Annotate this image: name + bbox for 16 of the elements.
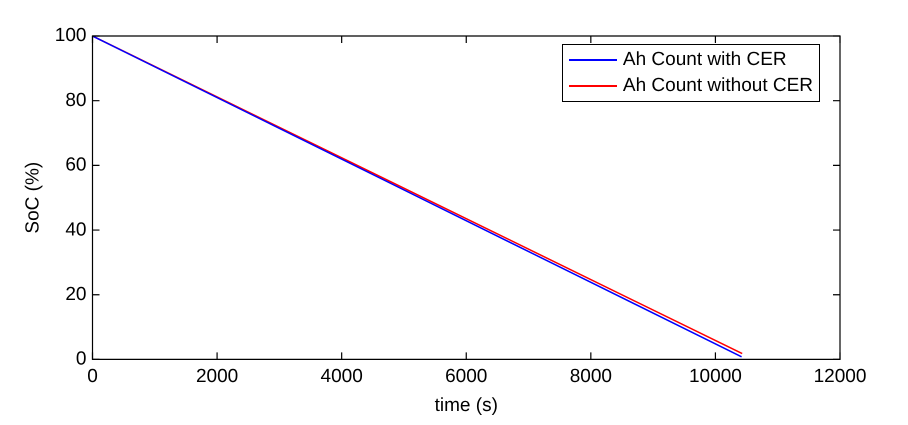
legend-label: Ah Count without CER bbox=[622, 74, 813, 98]
y-tick-label: 40 bbox=[65, 219, 86, 240]
legend-label: Ah Count with CER bbox=[622, 48, 787, 72]
x-tick-label: 4000 bbox=[320, 366, 363, 388]
x-tick-label: 6000 bbox=[445, 366, 488, 388]
y-tick-label: 0 bbox=[76, 348, 86, 370]
y-tick-label: 80 bbox=[65, 90, 86, 111]
x-tick-label: 10000 bbox=[688, 366, 742, 388]
y-tick-label: 60 bbox=[65, 154, 86, 176]
y-tick-label: 20 bbox=[65, 284, 86, 305]
x-tick-label: 8000 bbox=[570, 366, 612, 388]
x-tick-label: 2000 bbox=[196, 366, 238, 388]
x-tick-label: 12000 bbox=[814, 366, 866, 388]
y-tick-label: 100 bbox=[54, 25, 86, 46]
x-axis-title: time (s) bbox=[434, 394, 498, 416]
y-axis-title: SoC (%) bbox=[22, 162, 44, 234]
